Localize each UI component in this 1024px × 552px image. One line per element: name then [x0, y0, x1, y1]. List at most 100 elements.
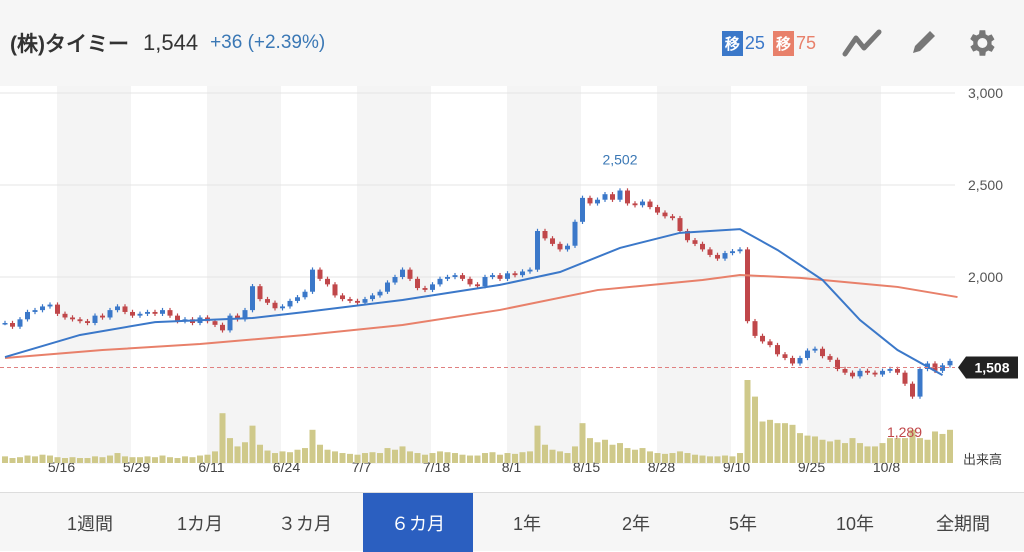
volume-bar: [872, 446, 878, 463]
volume-bar: [99, 457, 106, 463]
candle: [542, 231, 548, 239]
volume-bar: [152, 457, 158, 463]
volume-bar: [219, 413, 226, 463]
volume-bar: [324, 449, 331, 463]
volume-bar: [107, 455, 113, 463]
ma75-line: [4, 273, 958, 359]
ma75-badge[interactable]: 移: [772, 30, 794, 56]
candle: [835, 359, 840, 369]
candle: [25, 311, 30, 320]
volume-bar: [354, 454, 361, 463]
ma25-badge[interactable]: 移: [721, 30, 743, 56]
period-tabs: 1週間 1カ月 ３カ月 ６カ月 1年 2年 5年 10年 全期間: [0, 492, 1024, 552]
candle: [107, 310, 113, 318]
candle: [692, 240, 698, 244]
volume-bar: [609, 444, 616, 463]
candle: [55, 304, 60, 314]
volume-bar: [129, 457, 136, 463]
tab-period-4[interactable]: 1年: [512, 513, 541, 534]
volume-bar: [602, 439, 608, 463]
candle: [685, 231, 690, 241]
volume-bar: [309, 429, 316, 463]
volume-bar: [767, 419, 773, 463]
candle: [40, 306, 45, 311]
volume-bar: [84, 458, 91, 463]
candle: [662, 212, 668, 217]
tab-period-6[interactable]: 5年: [728, 513, 757, 534]
volume-bar: [692, 454, 698, 463]
candle: [407, 269, 413, 279]
period-band: [57, 86, 131, 464]
volume-bar: [842, 443, 848, 463]
volume-bar: [564, 453, 571, 463]
volume-bar: [894, 438, 901, 463]
volume-bar: [947, 429, 953, 463]
candle: [730, 251, 735, 254]
line-chart-icon[interactable]: [842, 28, 882, 58]
candle: [535, 231, 540, 270]
volume-bar: [594, 442, 601, 463]
volume-bar: [444, 452, 451, 463]
candle: [475, 284, 480, 287]
candle: [347, 299, 353, 301]
candle: [947, 360, 953, 366]
candle: [115, 306, 120, 311]
tab-period-3[interactable]: ６カ月: [363, 493, 473, 552]
candle: [805, 350, 810, 358]
tab-period-1[interactable]: 1カ月: [176, 513, 223, 534]
volume-bar: [182, 456, 188, 463]
candle: [520, 271, 525, 276]
volume-bar: [647, 451, 653, 463]
tab-period-2[interactable]: ３カ月: [278, 513, 332, 534]
volume-bar: [549, 449, 556, 463]
candle: [887, 369, 893, 371]
volume-bar: [857, 443, 863, 463]
volume-bar: [47, 455, 53, 463]
volume-bar: [92, 456, 98, 463]
volume-bar: [429, 453, 436, 463]
pencil-icon[interactable]: [908, 28, 938, 58]
candle: [880, 370, 885, 375]
volume-bar: [782, 423, 788, 463]
candle: [152, 311, 158, 314]
volume-bar: [902, 438, 908, 463]
volume-bar: [384, 448, 391, 463]
candle: [767, 341, 773, 346]
candle: [895, 369, 900, 373]
candle: [445, 277, 450, 279]
candle: [392, 277, 398, 283]
candle: [812, 348, 818, 351]
candle: [145, 311, 150, 314]
volume-bar: [774, 423, 781, 463]
tab-period-0[interactable]: 1週間: [66, 513, 113, 534]
candle: [602, 194, 608, 200]
tab-period-5[interactable]: 2年: [621, 513, 650, 534]
volume-bar: [729, 456, 736, 463]
candle: [10, 323, 15, 327]
candle: [310, 269, 315, 292]
tab-period-8[interactable]: 全期間: [936, 513, 990, 534]
stock-price: 1,544: [143, 30, 199, 55]
volume-bar: [639, 448, 646, 463]
candle: [235, 315, 240, 320]
candle: [377, 291, 383, 296]
volume-bar: [137, 457, 143, 463]
candle: [70, 317, 75, 320]
candle: [610, 194, 615, 200]
volume-bar: [932, 431, 938, 463]
volume-bar: [317, 444, 323, 463]
candle: [92, 315, 98, 323]
gear-icon[interactable]: [964, 26, 998, 60]
tab-period-7[interactable]: 10年: [835, 513, 875, 534]
volume-bar: [2, 456, 8, 463]
candle: [565, 245, 570, 250]
chart-tools: 移 25 移 75: [721, 26, 998, 60]
volume-bar: [197, 455, 203, 463]
candle: [820, 348, 825, 357]
volume-bar: [257, 444, 263, 463]
volume-bar: [302, 448, 308, 463]
candle: [715, 254, 720, 259]
candle: [857, 370, 863, 377]
candle: [242, 310, 248, 320]
